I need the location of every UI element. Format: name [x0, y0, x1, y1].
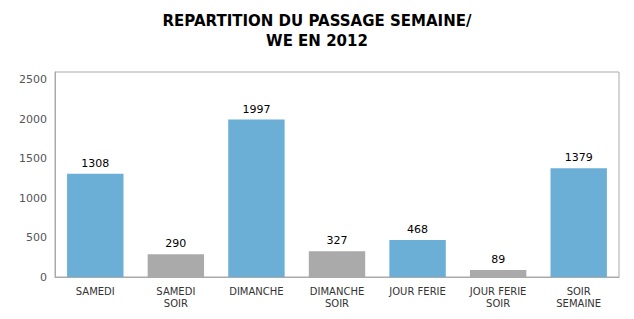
svg-text:468: 468: [407, 223, 428, 236]
svg-text:SAMEDI: SAMEDI: [156, 286, 195, 297]
svg-text:SOIR: SOIR: [325, 298, 349, 309]
svg-text:290: 290: [165, 237, 186, 250]
svg-text:1500: 1500: [19, 152, 47, 165]
svg-text:JOUR FERIE: JOUR FERIE: [388, 286, 446, 297]
svg-text:89: 89: [491, 253, 505, 266]
svg-text:1379: 1379: [565, 151, 593, 164]
svg-text:2000: 2000: [19, 113, 47, 126]
svg-text:1308: 1308: [81, 157, 109, 170]
svg-text:1997: 1997: [242, 103, 270, 116]
svg-text:REPARTITION DU PASSAGE SEMAINE: REPARTITION DU PASSAGE SEMAINE/: [163, 12, 472, 30]
svg-text:SOIR: SOIR: [164, 298, 188, 309]
svg-text:500: 500: [26, 231, 47, 244]
svg-text:WE EN 2012: WE EN 2012: [266, 32, 368, 50]
svg-text:1000: 1000: [19, 192, 47, 205]
svg-text:SOIR: SOIR: [486, 298, 510, 309]
svg-text:DIMANCHE: DIMANCHE: [310, 286, 364, 297]
svg-text:DIMANCHE: DIMANCHE: [229, 286, 283, 297]
svg-text:327: 327: [327, 234, 348, 247]
svg-text:0: 0: [40, 271, 47, 284]
svg-text:2500: 2500: [19, 73, 47, 86]
svg-text:SAMEDI: SAMEDI: [76, 286, 115, 297]
svg-text:SEMAINE: SEMAINE: [556, 298, 601, 309]
svg-text:JOUR FERIE: JOUR FERIE: [469, 286, 527, 297]
svg-text:SOIR: SOIR: [567, 286, 591, 297]
